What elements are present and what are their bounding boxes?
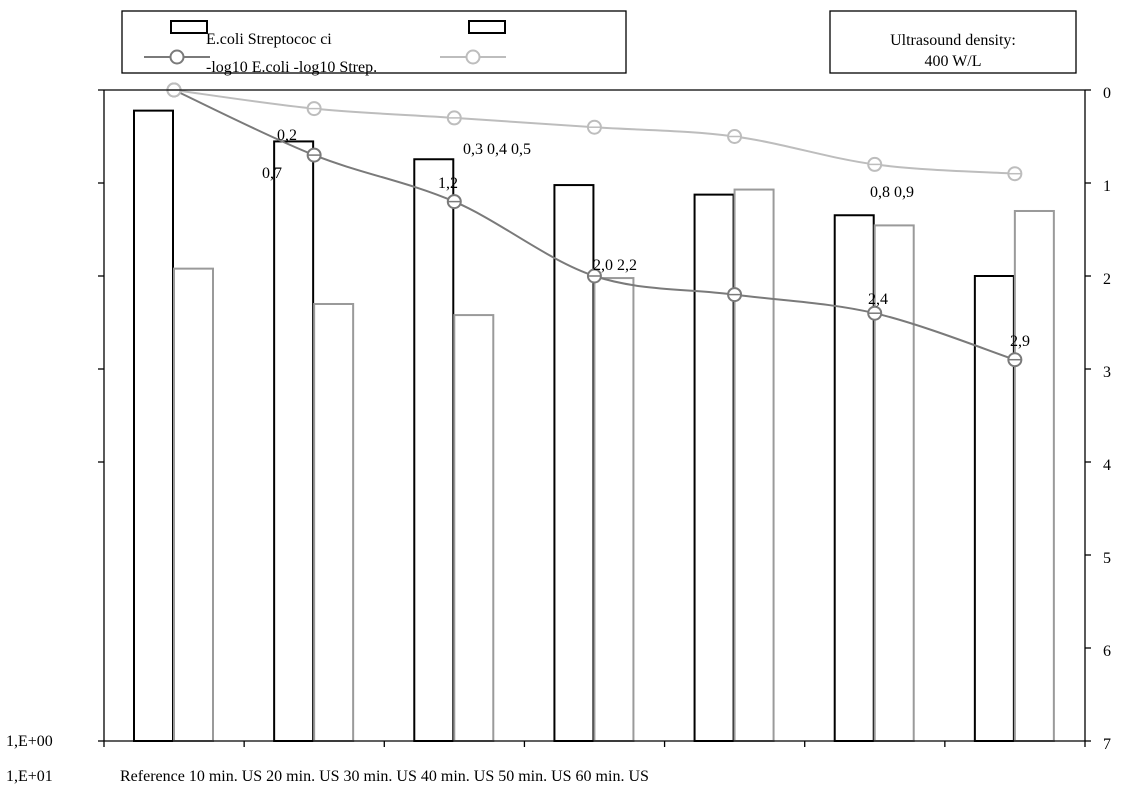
annotation-box — [829, 10, 1077, 74]
data-label-3: 0,3 0,4 0,5 — [463, 141, 531, 158]
bar-e-coli-6 — [973, 275, 1015, 742]
legend-text-lines: -log10 E.coli -log10 Strep. — [206, 59, 377, 76]
right-tick-label-5: 5 — [1103, 550, 1111, 567]
annotation-line-1: Ultrasound density: — [890, 32, 1016, 49]
legend-text-bars: E.coli Streptococ ci — [206, 31, 332, 48]
bar-streptococ-ci-2 — [453, 314, 495, 742]
bar-e-coli-0 — [133, 109, 174, 742]
bar-e-coli-4 — [693, 193, 735, 742]
lines-layer — [166, 82, 1023, 368]
data-label-1: 0,7 — [262, 165, 282, 182]
bar-e-coli-2 — [413, 158, 455, 743]
left-axis-label-bottom: 1,E+00 — [6, 733, 53, 750]
annotation: Ultrasound density: 400 W/L — [829, 10, 1077, 74]
legend-marker-ecoli — [169, 49, 185, 65]
data-label-6: 0,8 0,9 — [870, 184, 914, 201]
left-axis-label-below: 1,E+01 — [6, 768, 53, 785]
right-tick-label-6: 6 — [1103, 643, 1111, 660]
right-tick-label-4: 4 — [1103, 457, 1111, 474]
bar-streptococ-ci-4 — [733, 188, 775, 743]
labels-layer: 0,2 0,7 1,2 0,3 0,4 0,5 2,0 2,2 2,4 0,8 0,9 2,9 — [262, 127, 1030, 350]
bar-e-coli-1 — [273, 140, 315, 742]
legend-marker-strep — [465, 49, 481, 65]
data-label-0: 0,2 — [277, 127, 297, 144]
bar-streptococ-ci-6 — [1013, 209, 1055, 742]
legend: E.coli Streptococ ci -log10 E.coli -log1… — [121, 10, 627, 76]
legend-swatch-strep — [468, 20, 506, 34]
right-tick-label-3: 3 — [1103, 364, 1111, 381]
right-tick-label-2: 2 — [1103, 271, 1111, 288]
legend-swatch-ecoli — [170, 20, 208, 34]
bars-layer — [133, 109, 1055, 743]
bar-e-coli-5 — [833, 214, 875, 743]
bar-e-coli-3 — [553, 184, 595, 742]
bar-streptococ-ci-3 — [593, 277, 635, 742]
bar-streptococ-ci-0 — [173, 267, 214, 742]
right-tick-label-1: 1 — [1103, 178, 1111, 195]
right-tick-label-0: 0 — [1103, 85, 1111, 102]
bar-streptococ-ci-1 — [313, 302, 355, 742]
annotation-line-2: 400 W/L — [924, 53, 981, 70]
right-tick-label-7: 7 — [1103, 736, 1111, 753]
data-label-7: 2,9 — [1010, 333, 1030, 350]
data-label-5: 2,4 — [868, 291, 888, 308]
axes-layer: 0 1 2 3 4 5 6 7 — [98, 85, 1111, 753]
category-axis-text: Reference 10 min. US 20 min. US 30 min. … — [120, 768, 649, 785]
data-label-2: 1,2 — [438, 175, 458, 192]
data-label-4: 2,0 2,2 — [593, 257, 637, 274]
